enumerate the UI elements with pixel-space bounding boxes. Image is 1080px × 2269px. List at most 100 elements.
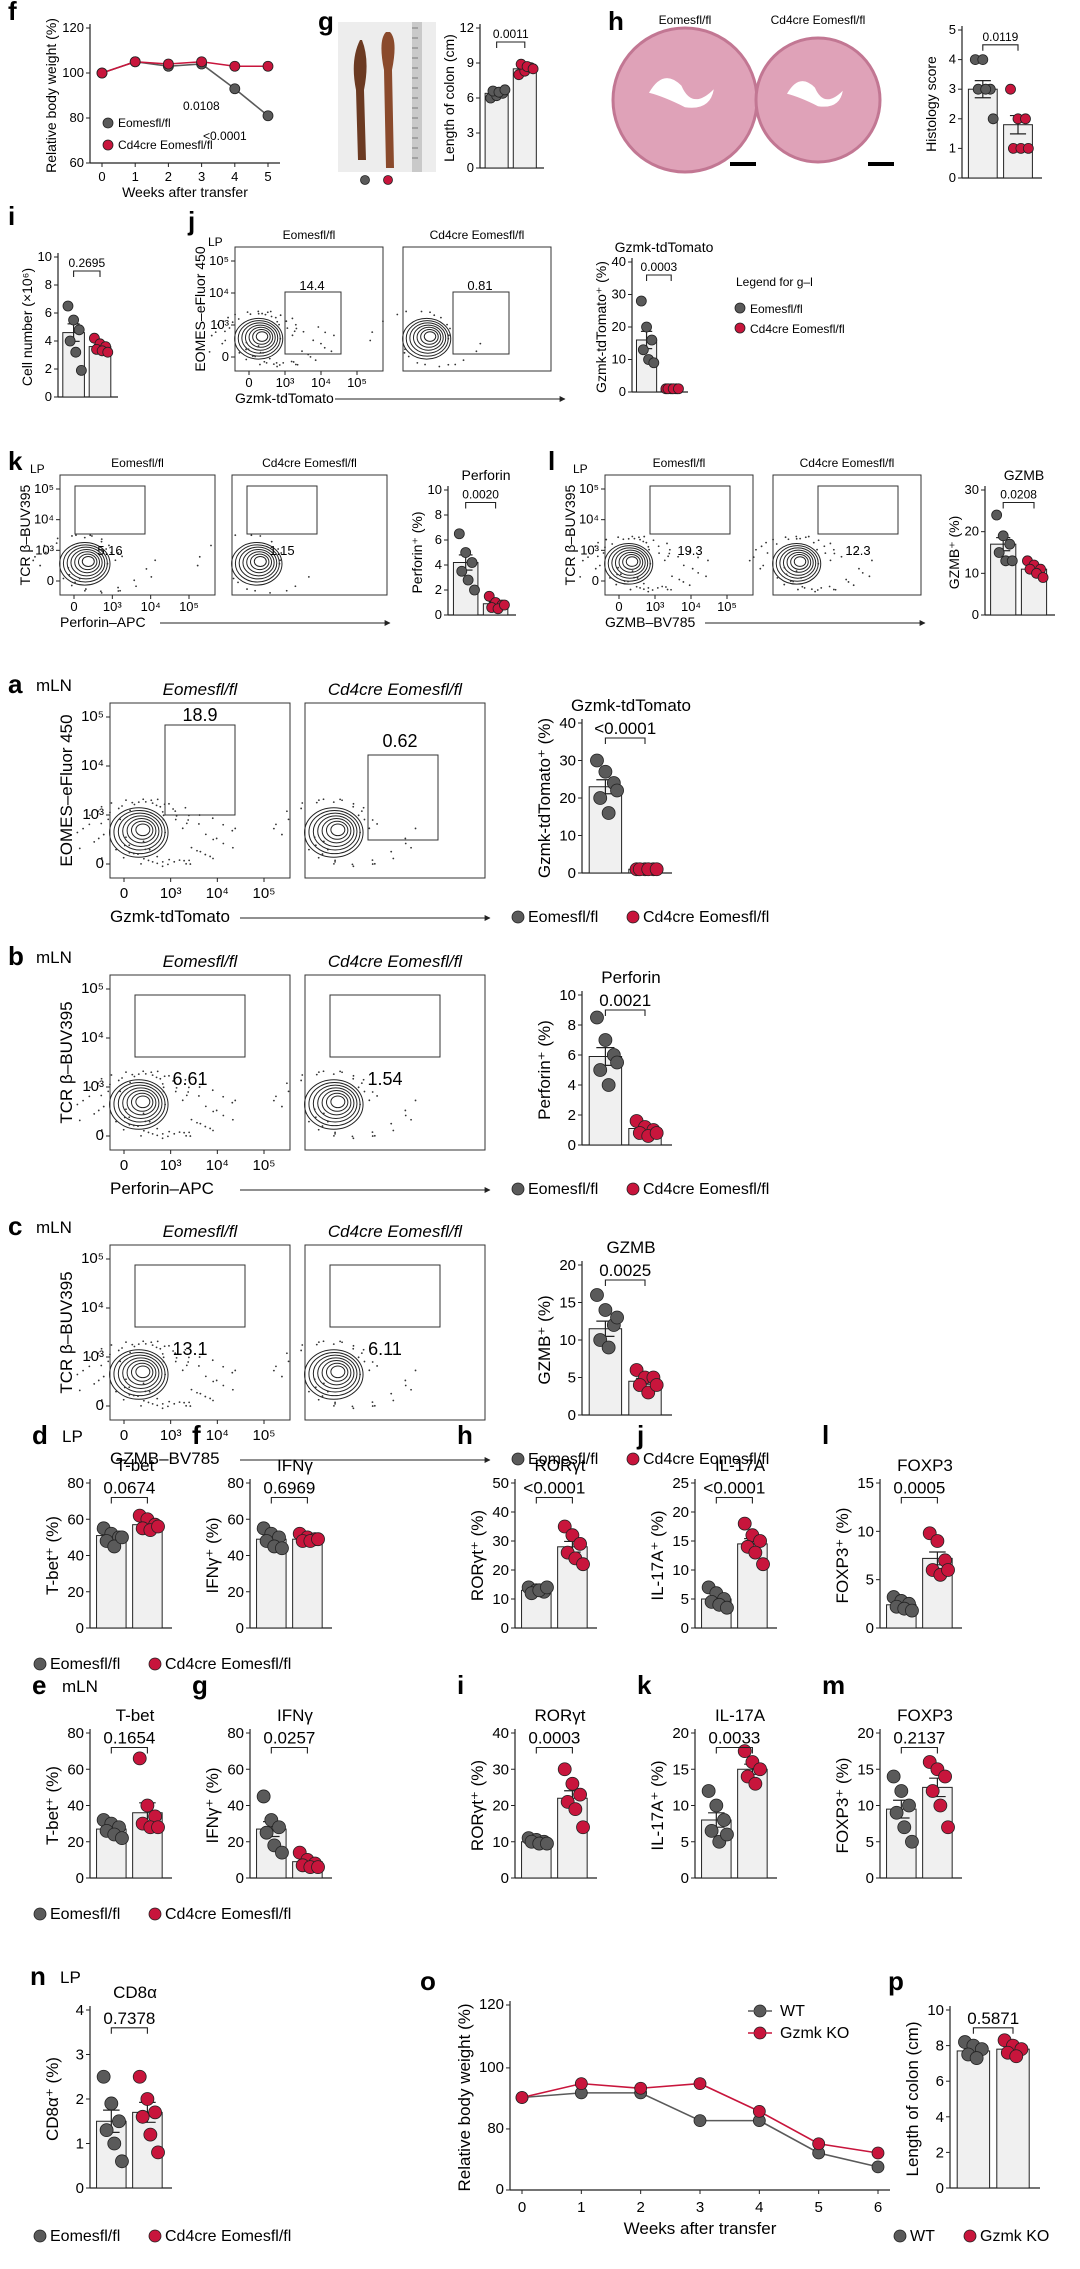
y-axis-label: TCR β–BUV395 bbox=[57, 1271, 76, 1393]
y-tick-label: 20 bbox=[672, 1725, 689, 1742]
event-dot bbox=[231, 569, 234, 572]
event-dot bbox=[823, 545, 826, 548]
event-dot bbox=[341, 1071, 343, 1074]
data-point-control bbox=[256, 1789, 271, 1804]
event-dot bbox=[479, 342, 482, 345]
contour-line bbox=[304, 807, 364, 858]
event-dot bbox=[148, 1390, 151, 1393]
event-dot bbox=[462, 359, 465, 362]
data-point-knockout bbox=[752, 2104, 766, 2118]
event-dot bbox=[254, 589, 256, 592]
contour-line bbox=[109, 807, 169, 858]
event-dot bbox=[617, 566, 620, 569]
legend-label: Eomesfl/fl bbox=[118, 116, 171, 130]
event-dot bbox=[678, 578, 681, 581]
event-dot bbox=[259, 535, 262, 537]
event-dot bbox=[168, 1130, 171, 1133]
contour-line bbox=[423, 331, 437, 342]
event-dot bbox=[291, 334, 294, 337]
y-tick-label: 120 bbox=[479, 1996, 504, 2013]
data-point-control bbox=[275, 1541, 289, 1556]
data-point-knockout bbox=[557, 1762, 572, 1777]
event-dot bbox=[145, 568, 148, 570]
event-dot bbox=[262, 351, 264, 354]
event-dot bbox=[420, 310, 423, 313]
event-dot bbox=[404, 1109, 407, 1112]
event-dot bbox=[357, 814, 360, 817]
tissue-label: LP bbox=[208, 235, 223, 249]
event-dot bbox=[109, 1353, 111, 1356]
y-tick-label: 10 bbox=[428, 482, 442, 497]
event-dot bbox=[115, 848, 117, 851]
tissue-label: LP bbox=[62, 1427, 83, 1446]
event-dot bbox=[403, 351, 406, 354]
flow-plot-title: Eomesfl/fl bbox=[163, 952, 239, 971]
data-point-control bbox=[229, 83, 241, 95]
tissue-label: mLN bbox=[36, 676, 72, 695]
event-dot bbox=[326, 1120, 329, 1123]
event-dot bbox=[125, 1341, 127, 1344]
event-dot bbox=[144, 1390, 147, 1393]
p-value: 0.2695 bbox=[68, 256, 105, 270]
event-dot bbox=[261, 312, 264, 315]
event-dot bbox=[301, 1344, 304, 1346]
x-axis-label: Perforin–APC bbox=[110, 1179, 214, 1198]
event-dot bbox=[159, 1347, 162, 1350]
event-dot bbox=[155, 1076, 158, 1079]
contour-line bbox=[614, 549, 646, 576]
x-tick-label: 5 bbox=[814, 2199, 822, 2216]
y-tick-label: 20 bbox=[612, 319, 626, 334]
gate-percentage: 1.54 bbox=[367, 1069, 402, 1089]
event-dot bbox=[762, 564, 765, 567]
event-dot bbox=[276, 365, 278, 368]
legend-marker-control bbox=[893, 2229, 907, 2243]
x-tick-label: 10⁴ bbox=[141, 599, 161, 614]
bot-m-chart: 0 5 10 15 20 FOXP3⁺ (%) FOXP3 0.2137 bbox=[833, 1706, 962, 1887]
event-dot bbox=[268, 357, 271, 360]
event-dot bbox=[150, 1071, 153, 1074]
event-dot bbox=[89, 814, 91, 817]
data-point-knockout bbox=[753, 1534, 767, 1548]
contour-line bbox=[321, 818, 352, 844]
contour-line bbox=[135, 1365, 151, 1379]
data-point-control bbox=[646, 334, 658, 346]
legend-label: Eomesfl/fl bbox=[528, 1181, 598, 1198]
event-dot bbox=[142, 1340, 145, 1343]
legend-label: Eomesfl/fl bbox=[528, 1451, 598, 1468]
event-dot bbox=[845, 578, 848, 581]
event-dot bbox=[107, 1360, 110, 1363]
significance-bracket bbox=[270, 1496, 308, 1504]
y-tick-label: 4 bbox=[76, 2002, 84, 2019]
event-dot bbox=[217, 323, 219, 326]
panel-letter: o bbox=[420, 1966, 436, 1996]
bot-d-chart: 0 20 40 60 80 T-bet⁺ (%) T-bet 0.0674 bbox=[43, 1456, 172, 1637]
event-dot bbox=[631, 570, 634, 573]
legend: Eomesfl/fl Cd4cre Eomesfl/fl bbox=[33, 1906, 291, 1923]
event-dot bbox=[371, 819, 374, 821]
contour-line bbox=[130, 1362, 154, 1382]
contour-line bbox=[126, 1360, 157, 1386]
data-point-control bbox=[641, 321, 652, 333]
y-tick-label: 10⁵ bbox=[34, 481, 54, 496]
event-dot bbox=[633, 537, 636, 540]
y-tick-label: 20 bbox=[492, 1562, 509, 1579]
y-axis-label: Length of colon (cm) bbox=[903, 2022, 922, 2177]
data-point-control bbox=[453, 528, 465, 540]
event-dot bbox=[231, 1101, 234, 1104]
event-dot bbox=[795, 537, 798, 540]
event-dot bbox=[314, 844, 317, 847]
event-dot bbox=[100, 1129, 103, 1131]
x-tick-label: 10⁵ bbox=[179, 599, 199, 614]
y-tick-label: 10 bbox=[559, 828, 576, 845]
event-dot bbox=[259, 363, 261, 366]
y-tick-label: 0 bbox=[96, 1127, 104, 1144]
y-tick-label: 10 bbox=[927, 2002, 944, 2019]
event-dot bbox=[322, 798, 325, 801]
event-dot bbox=[649, 562, 652, 565]
legend-marker-control bbox=[734, 302, 746, 314]
chart-title: Perforin bbox=[461, 467, 510, 483]
x-tick-label: 2 bbox=[165, 169, 172, 184]
event-dot bbox=[321, 853, 324, 855]
y-axis-label: T-bet⁺ (%) bbox=[43, 1766, 62, 1845]
event-dot bbox=[84, 589, 86, 592]
